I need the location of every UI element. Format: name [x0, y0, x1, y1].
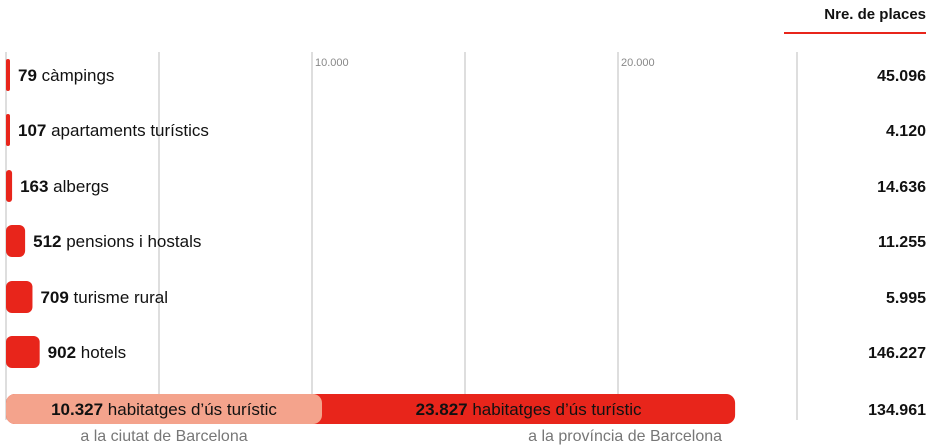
bar-label: 709 turisme rural — [40, 288, 168, 307]
bar-count-label: 902 — [48, 343, 76, 362]
places-value: 5.995 — [886, 290, 926, 307]
bar-label: 512 pensions i hostals — [33, 232, 201, 251]
places-value: 4.120 — [886, 123, 926, 140]
bar-label: 163 albergs — [20, 177, 109, 196]
bar-count-label: 512 — [33, 232, 61, 251]
stacked-bar-ciutat — [6, 394, 323, 424]
bar-count-label: 163 — [20, 177, 48, 196]
bar — [6, 59, 10, 91]
places-header-underline — [784, 32, 926, 34]
bar-category-label: pensions i hostals — [61, 232, 201, 251]
stacked-sublabel-ciutat: a la ciutat de Barcelona — [80, 428, 247, 445]
bar — [6, 281, 33, 313]
bar-count-label: 79 — [18, 66, 37, 85]
stacked-value: 10.327 — [51, 400, 103, 419]
places-value: 11.255 — [878, 234, 926, 251]
x-tick-label: 10.000 — [315, 57, 349, 69]
places-value: 45.096 — [877, 68, 926, 85]
bar-category-label: turisme rural — [69, 288, 168, 307]
stacked-name: habitatges d’ús turístic — [468, 400, 642, 419]
stacked-label-ciutat: 10.327 habitatges d’ús turístic — [51, 400, 277, 419]
bar-label: 902 hotels — [48, 343, 126, 362]
bar — [6, 114, 10, 146]
stacked-label-provincia: 23.827 habitatges d’ús turístic — [416, 400, 642, 419]
stacked-value: 23.827 — [416, 400, 468, 419]
bar-category-label: albergs — [48, 177, 108, 196]
bar-count-label: 709 — [40, 288, 68, 307]
bar-category-label: apartaments turístics — [46, 121, 209, 140]
bar-label: 107 apartaments turístics — [18, 121, 209, 140]
bar — [6, 336, 40, 368]
stacked-name: habitatges d’ús turístic — [103, 400, 277, 419]
bar-category-label: càmpings — [37, 66, 114, 85]
bar-count-label: 107 — [18, 121, 46, 140]
places-header: Nre. de places — [824, 6, 926, 23]
places-value: 14.636 — [877, 179, 926, 196]
bar-category-label: hotels — [76, 343, 126, 362]
bar — [6, 225, 26, 257]
x-tick-label: 20.000 — [621, 57, 655, 69]
bar — [6, 170, 13, 202]
bar-label: 79 càmpings — [18, 66, 114, 85]
places-value: 146.227 — [868, 345, 926, 362]
places-value: 134.961 — [868, 402, 926, 419]
stacked-sublabel-provincia: a la província de Barcelona — [528, 428, 722, 445]
